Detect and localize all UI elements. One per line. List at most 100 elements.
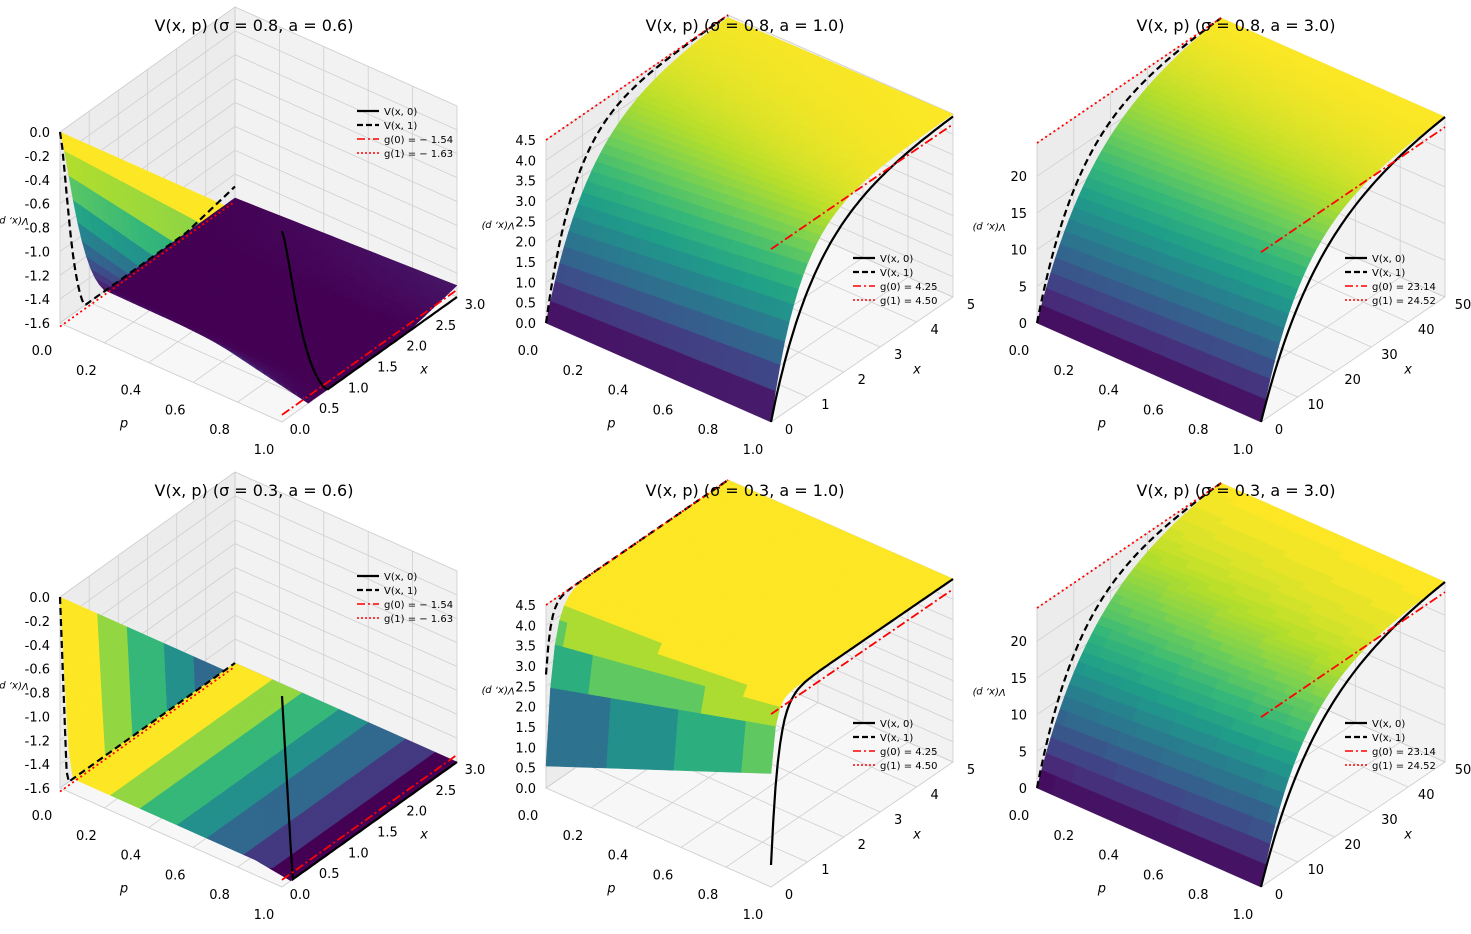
x-tick-label: 40: [1418, 323, 1435, 338]
p-tick-label: 1.0: [254, 443, 275, 458]
legend-entry: V(x, 0): [880, 254, 913, 265]
legend-entry: V(x, 1): [880, 268, 913, 279]
z-tick-label: -1.2: [25, 269, 50, 284]
z-tick-label: 2.5: [515, 215, 536, 230]
grid-z: [59, 30, 458, 157]
p-tick-label: 0.6: [165, 403, 186, 418]
z-tick-label: -1.6: [25, 317, 50, 332]
x-tick-label: 3: [894, 348, 902, 363]
p-tick-label: 0.8: [698, 423, 719, 438]
panel-2: 0123450.00.20.40.60.81.00.00.51.01.52.02…: [481, 14, 975, 458]
p-tick-label: 0.2: [76, 364, 97, 379]
x-tick-label: 50: [1455, 298, 1471, 313]
x-tick-label: 2.5: [435, 319, 456, 334]
x-axis-label: x: [419, 362, 428, 377]
x-tick-label: 2.0: [406, 340, 427, 355]
z-tick-label: -0.6: [25, 198, 50, 213]
p-axis-label: p: [606, 417, 615, 432]
x-tick-label: 0.5: [319, 402, 340, 417]
z-tick-label: 3.5: [515, 175, 536, 190]
panel-1: 0.0 0.5 1.0 1.5 2.0 2.5 3.0 0.0 0.2 0.4 0.6 0.8 1.0 -…: [0, 6, 486, 458]
z-tick-label: 1.5: [515, 256, 536, 271]
z-axis-label: V(x, p): [481, 219, 514, 230]
legend: V(x, 0) V(x, 1) g(0) = − 1.54 g(1) = − 1.63: [357, 107, 453, 160]
x-tick-label: 0: [785, 423, 793, 438]
x-tick-label: 1: [821, 398, 829, 413]
p-tick-label: 0.0: [518, 344, 539, 359]
p-tick-label: 0.0: [1009, 344, 1030, 359]
x-tick-label: 30: [1381, 348, 1398, 363]
x-tick-label: 1.5: [377, 361, 398, 376]
p-tick-label: 0.0: [32, 344, 53, 359]
line-g-1: [59, 200, 236, 328]
z-tick-label: 4.5: [515, 134, 536, 149]
x-tick-label: 20: [1344, 373, 1361, 388]
z-tick-label: 10: [1010, 244, 1027, 259]
line-v-x-0: [280, 230, 458, 391]
p-axis-label: p: [119, 417, 128, 432]
x-tick-label: 1.0: [348, 381, 369, 396]
legend-entry: V(x, 0): [384, 107, 417, 118]
p-tick-label: 0.6: [1143, 403, 1164, 418]
z-tick-label: -1.4: [25, 293, 50, 308]
z-tick-label: 5: [1019, 280, 1027, 295]
panel-title: V(x, p) (σ = 0.8, a = 3.0): [1137, 16, 1336, 35]
line-v-x-1: [58, 131, 236, 306]
z-tick-label: -0.4: [25, 174, 50, 189]
z-tick-label: 0: [1019, 317, 1027, 332]
surface: [59, 131, 458, 404]
legend-entry: g(1) = − 1.63: [384, 149, 453, 160]
p-tick-label: 1.0: [743, 443, 764, 458]
x-tick-label: 0.0: [290, 423, 311, 438]
p-tick-label: 0.8: [1188, 423, 1209, 438]
line-g-0: [281, 289, 458, 416]
x-tick-label: 5: [967, 298, 975, 313]
legend-entry: g(1) = 4.50: [880, 296, 938, 307]
legend-entry: V(x, 0): [1372, 254, 1405, 265]
z-tick-label: -0.8: [25, 222, 50, 237]
legend-entry: g(0) = 4.25: [880, 282, 938, 293]
legend-entry: g(1) = 24.52: [1372, 296, 1436, 307]
surface-cell: [59, 131, 73, 156]
z-tick-label: 0.5: [515, 297, 536, 312]
z-tick-label: 3.0: [515, 195, 536, 210]
z-tick-label: 0.0: [515, 317, 536, 332]
x-tick-label: 0: [1275, 423, 1283, 438]
grid-z: [545, 14, 954, 141]
legend-entry: g(0) = − 1.54: [384, 135, 453, 146]
z-axis-label: V(x, p): [0, 215, 29, 226]
z-tick-label: -1.0: [25, 245, 50, 260]
p-tick-label: 0.8: [209, 423, 230, 438]
panel-title: V(x, p) (σ = 0.8, a = 0.6): [155, 16, 354, 35]
p-tick-label: 0.4: [1098, 384, 1119, 399]
z-tick-label: 4.0: [515, 154, 536, 169]
x-tick-label: 3.0: [465, 298, 486, 313]
legend-entry: V(x, 1): [1372, 268, 1405, 279]
x-tick-label: 2: [858, 373, 866, 388]
grid-z: [59, 54, 458, 181]
tick-labels: 0.0 0.5 1.0 1.5 2.0 2.5 3.0 0.0 0.2 0.4 0.6 0.8 1.0 -…: [25, 126, 486, 458]
p-tick-label: 0.2: [563, 364, 584, 379]
p-tick-label: 0.6: [653, 403, 674, 418]
panel-4: 0.00.51.01.52.02.53.00.00.20.40.60.81.0-…: [0, 471, 485, 923]
x-axis-label: x: [1403, 362, 1412, 377]
z-tick-label: 2.0: [515, 236, 536, 251]
p-tick-label: 1.0: [1233, 443, 1254, 458]
legend-entry: g(0) = 23.14: [1372, 282, 1436, 293]
z-tick-label: 0.0: [29, 126, 50, 141]
panel-title: V(x, p) (σ = 0.8, a = 1.0): [646, 16, 845, 35]
panel-3: 010203040500.00.20.40.60.81.005101520xpV…: [972, 16, 1471, 458]
legend-entry: V(x, 1): [384, 121, 417, 132]
z-tick-label: -0.2: [25, 150, 50, 165]
z-tick-label: 20: [1010, 170, 1027, 185]
x-tick-label: 10: [1308, 398, 1325, 413]
p-tick-label: 0.4: [120, 384, 141, 399]
x-axis-label: x: [912, 362, 921, 377]
z-axis-label: V(x, p): [972, 221, 1005, 232]
p-tick-label: 0.2: [1053, 364, 1074, 379]
z-tick-label: 15: [1010, 207, 1027, 222]
p-tick-label: 0.4: [608, 384, 629, 399]
z-tick-label: 1.0: [515, 276, 536, 291]
grid-z: [59, 6, 458, 133]
